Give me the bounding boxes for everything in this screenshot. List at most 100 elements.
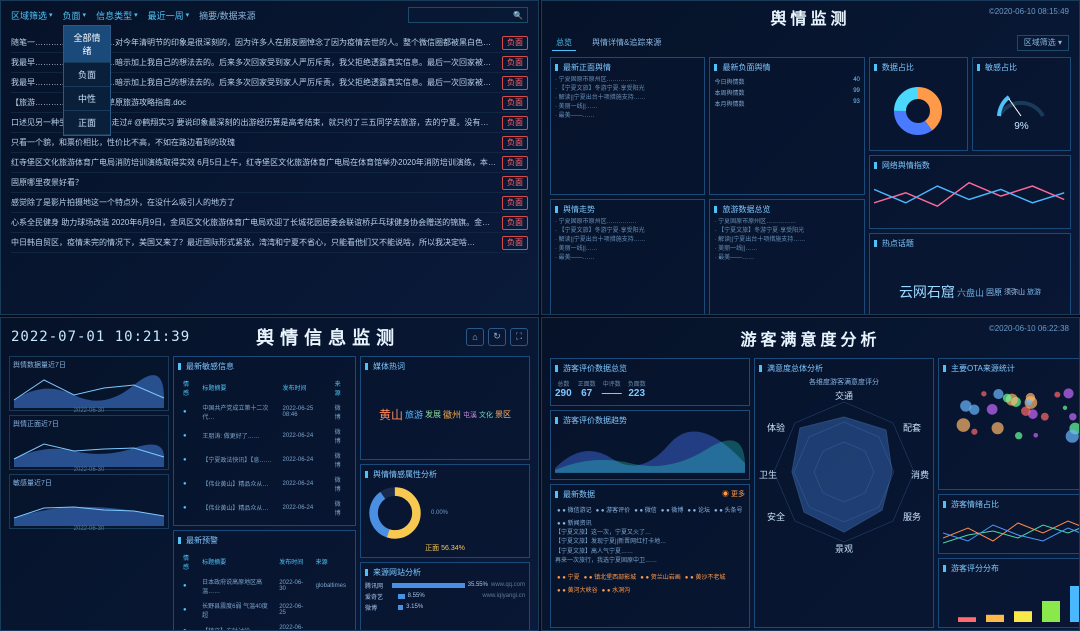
- panel-title: 游客评价数据趋势: [555, 415, 745, 426]
- scatter-chart: [943, 377, 1080, 447]
- panel-moodline: 游客情绪占比: [938, 494, 1080, 554]
- panel-title: 舆情情感属性分析: [365, 469, 525, 480]
- panel-area: 游客评价数据趋势: [550, 410, 750, 480]
- radar-label: 安全: [767, 510, 785, 523]
- panel-line: 网络舆情指数: [869, 155, 1071, 229]
- table-row[interactable]: ●长野县震度6弱 气温40度超2022-06-25: [180, 599, 349, 621]
- tab-detail[interactable]: 舆情详情&追踪来源: [588, 35, 665, 51]
- word-cloud: 云网石窟六盘山固原须弥山旅游: [874, 252, 1066, 315]
- table-row[interactable]: ●【转文】方针讨论2022-06-25: [180, 623, 349, 631]
- radar-label: 配套: [903, 421, 921, 434]
- table-row[interactable]: ●【伟业黄山】精品众从…2022-06-24微博: [180, 497, 349, 519]
- list-row[interactable]: 心系全民健身 助力球场改造 2020年6月9日，金凤区文化旅游体育广电局欢迎了长…: [11, 213, 528, 233]
- refresh-button[interactable]: ↻: [488, 328, 506, 346]
- donut-center: 正面 56.34%: [365, 543, 525, 553]
- sentiment-badge: 负面: [502, 136, 528, 150]
- row-text: 只看一个貌，和票价相比，性价比不高，不如在路边看到的玫瑰: [11, 137, 496, 148]
- dd-item-neg[interactable]: 负面: [64, 63, 110, 87]
- sentiment-badge: 负面: [502, 116, 528, 130]
- region-select[interactable]: 区域筛选 ▾: [1017, 35, 1069, 51]
- panel-title: 最新负面舆情: [714, 62, 859, 73]
- panel-sources: 来源网站分析 腾讯网35.55%www.qq.com爱奇艺8.55%www.iq…: [360, 562, 530, 631]
- list-row[interactable]: 感觉除了是影片拍摄地这一个特点外，在没什么吸引人的地方了负面: [11, 193, 528, 213]
- panel-tourism: 旅游数据总览 · 宁夏固原市原州区……………· 【宁夏文旅】冬游宁夏·享受阳光·…: [709, 199, 864, 315]
- panel-title: 来源网站分析: [365, 567, 525, 578]
- list-row[interactable]: 只看一个貌，和票价相比，性价比不高，不如在路边看到的玫瑰负面: [11, 133, 528, 153]
- quadrant-info-monitor: 2022-07-01 10:21:39 舆情信息监测 ⌂ ↻ ⛶ 舆情数据量近7…: [0, 317, 539, 631]
- panel-warn: 最新预警 情感标题摘要发布时间来源●日本政府说高原地区高温……2022-06-3…: [173, 530, 356, 631]
- table-row[interactable]: ●王朋涛: 做更好了……2022-06-24微博: [180, 425, 349, 447]
- line-chart: [874, 174, 1066, 224]
- gauge-value: 9%: [1014, 121, 1028, 132]
- panel-title: 满意度总体分析: [759, 363, 929, 374]
- q3-left-charts: 舆情数据量近7日2022-06-30舆情正面近7日2022-06-30敏感量近7…: [9, 356, 169, 631]
- sentiment-badge: 负面: [502, 156, 528, 170]
- panel-title: 热点话题: [874, 238, 1066, 249]
- home-button[interactable]: ⌂: [466, 328, 484, 346]
- panel-mediacloud: 媒体热词 黄山旅游发展徽州屯溪文化景区: [360, 356, 530, 460]
- donut-label: 0.00%: [431, 510, 448, 516]
- quadrant-sentiment-list: 区域筛选 负面 信息类型 最近一周 摘要/数据来源 🔍 全部情绪 负面 中性 正…: [0, 0, 539, 315]
- panel-stats: 游客评价数据总览 总数290正面数67中评数——负面数223: [550, 358, 750, 406]
- table-row[interactable]: ●【伟业黄山】精品众从…2022-06-24微博: [180, 473, 349, 495]
- q4-mid: 满意度总体分析 各维度游客满意度评分 交通 配套 消费 服务: [754, 358, 934, 628]
- stats-list: 今日舆情数40本周舆情数99本月舆情数93: [714, 76, 859, 109]
- panel-title: 最新敏感信息: [178, 361, 351, 372]
- panel-title: 最新预警: [178, 535, 351, 546]
- radar-label: 卫生: [759, 468, 777, 481]
- radar-label: 交通: [835, 389, 853, 402]
- row-text: 感觉除了是影片拍摄地这一个特点外，在没什么吸引人的地方了: [11, 197, 496, 208]
- area-chart: [555, 429, 745, 474]
- filter-region[interactable]: 区域筛选: [11, 9, 53, 22]
- filter-type[interactable]: 信息类型: [96, 9, 138, 22]
- filter-sentiment[interactable]: 负面: [63, 9, 87, 22]
- panel-donut: 舆情情感属性分析 0.00% 正面 56.34%: [360, 464, 530, 558]
- radar-label: 服务: [903, 510, 921, 523]
- radar-label: 体验: [767, 421, 785, 434]
- row-text: 红寺堡区文化旅游体育广电局消防培训演练取得实效 6月5日上午，红寺堡区文化旅游体…: [11, 157, 496, 168]
- panel-pie: 数据占比: [869, 57, 968, 151]
- q2-timestamp: ©2020-06-10 08:15:49: [989, 7, 1069, 16]
- mini-chart: 敏感量近7日2022-06-30: [9, 474, 169, 529]
- mini-chart: 舆情正面近7日2022-06-30: [9, 415, 169, 470]
- row-text: 中日韩自贸区，疫情未完的情况下，美国又来了？最近国际形式紧张，湾湾和宁夏不省心，…: [11, 237, 496, 248]
- radar-label: 景观: [835, 542, 853, 555]
- more-link[interactable]: ◉ 更多: [722, 489, 745, 503]
- q3-title: 舆情信息监测: [190, 324, 466, 350]
- table-row[interactable]: ●【宁夏政法快讯】【息……2022-06-24微博: [180, 449, 349, 471]
- panel-title: 网络舆情指数: [874, 160, 1066, 171]
- dd-item-neu[interactable]: 中性: [64, 87, 110, 111]
- filter-summary[interactable]: 摘要/数据来源: [199, 9, 256, 22]
- q3-right: 媒体热词 黄山旅游发展徽州屯溪文化景区 舆情情感属性分析 0.00% 正面 56…: [360, 356, 530, 631]
- dd-item-pos[interactable]: 正面: [64, 111, 110, 135]
- filter-time[interactable]: 最近一周: [148, 9, 190, 22]
- radar-subtitle: 各维度游客满意度评分: [759, 377, 929, 387]
- panel-negative: 最新负面舆情 今日舆情数40本周舆情数99本月舆情数93: [709, 57, 864, 195]
- search-input[interactable]: 🔍: [408, 7, 528, 23]
- sentiment-badge: 负面: [502, 216, 528, 230]
- list-row[interactable]: 红寺堡区文化旅游体育广电局消防培训演练取得实效 6月5日上午，红寺堡区文化旅游体…: [11, 153, 528, 173]
- sentiment-badge: 负面: [502, 236, 528, 250]
- panel-title: 主要OTA来源统计: [943, 363, 1080, 374]
- fullscreen-button[interactable]: ⛶: [510, 328, 528, 346]
- table-row[interactable]: ●中国共产党成立第十二次代…2022-06-25 08:46微博: [180, 401, 349, 423]
- panel-title: 最新数据: [555, 489, 595, 500]
- panel-title: 最新正面舆情: [555, 62, 700, 73]
- search-icon: 🔍: [513, 11, 523, 20]
- gauge-chart: [991, 81, 1051, 121]
- dd-item-all[interactable]: 全部情绪: [64, 26, 110, 63]
- radar-chart: [759, 387, 929, 557]
- panel-title: 数据占比: [874, 62, 963, 73]
- tab-overview[interactable]: 总览: [552, 35, 576, 51]
- q2-body: 最新正面舆情 · 宁夏固原市原州区……………· 【宁夏文旅】冬游宁夏·享受阳光·…: [542, 53, 1079, 308]
- panel-title: 舆情走势: [555, 204, 700, 215]
- sentiment-dropdown: 全部情绪 负面 中性 正面: [63, 25, 111, 136]
- q2-header: 舆情监测 ©2020-06-10 08:15:49: [542, 1, 1079, 33]
- table-row[interactable]: ●日本政府说高原地区高温……2022-06-30globaltimes: [180, 575, 349, 597]
- sentiment-badge: 负面: [502, 196, 528, 210]
- list-row[interactable]: 中日韩自贸区，疫情未完的情况下，美国又来了？最近国际形式紧张，湾湾和宁夏不省心，…: [11, 233, 528, 253]
- panel-bars: 游客评分分布: [938, 558, 1080, 628]
- panel-news: 最新敏感信息 情感标题摘要发布时间来源●中国共产党成立第十二次代…2022-06…: [173, 356, 356, 526]
- list-row[interactable]: 固原哪里夜景好看？负面: [11, 173, 528, 193]
- panel-text: · 宁夏固原市原州区……………· 【宁夏文旅】冬游宁夏·享受阳光· 解读||宁夏…: [714, 218, 859, 263]
